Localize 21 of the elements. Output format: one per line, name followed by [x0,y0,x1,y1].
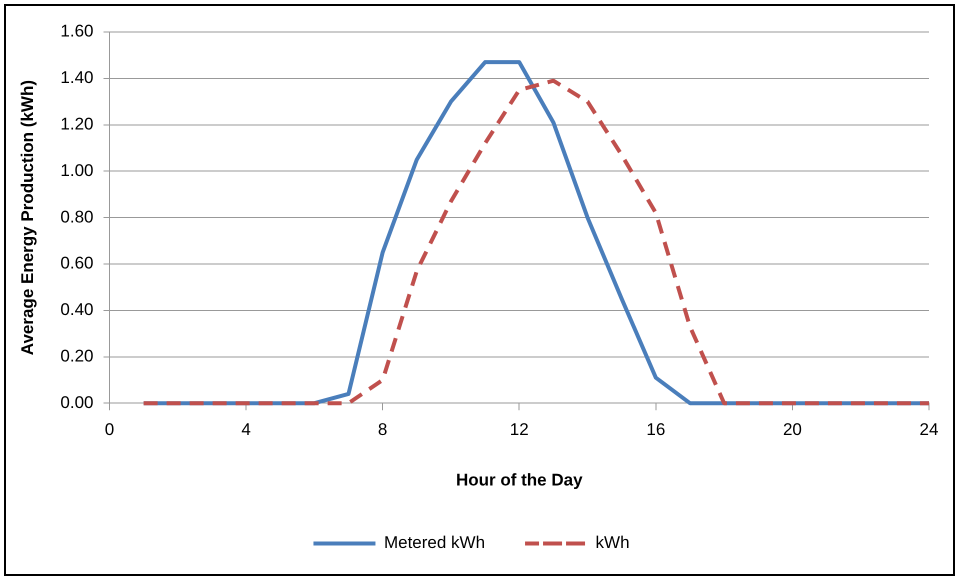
x-tick-label: 8 [378,420,388,440]
y-tick-label: 1.00 [60,160,94,180]
y-tick-label: 1.20 [60,114,94,134]
x-tick-label: 16 [646,420,666,440]
y-axis-title: Average Energy Production (kWh) [18,80,37,356]
x-tick-label: 0 [104,420,114,440]
chart-frame: Hour of the Day Average Energy Production (kWh) Metered kWh kWh 0 4 8 12 16 20 24 0.00 0.20 0.40 0.60 0.80 1.00 1.20 1.40 1.60 [4,4,955,576]
y-tick-label: 0.60 [60,254,94,273]
x-tick-label: 4 [241,420,251,440]
x-tick-label: 12 [510,420,529,440]
y-tick-label: 0.40 [60,300,94,320]
x-tick-label: 24 [920,420,938,440]
y-tick-label: 1.60 [60,22,94,41]
legend-label: Metered kWh [384,533,486,552]
y-tick-label: 0.20 [60,346,94,366]
x-axis-title: Hour of the Day [456,470,584,490]
legend-label: kWh [596,533,630,552]
y-tick-label: 0.80 [60,207,94,226]
x-tick-label: 20 [782,420,802,440]
y-tick-label: 0.00 [60,392,94,412]
y-tick-label: 1.40 [60,68,94,88]
